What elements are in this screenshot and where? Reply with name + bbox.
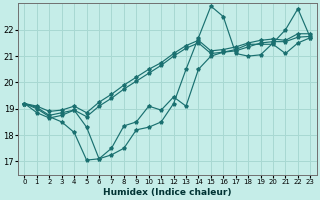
X-axis label: Humidex (Indice chaleur): Humidex (Indice chaleur) (103, 188, 232, 197)
